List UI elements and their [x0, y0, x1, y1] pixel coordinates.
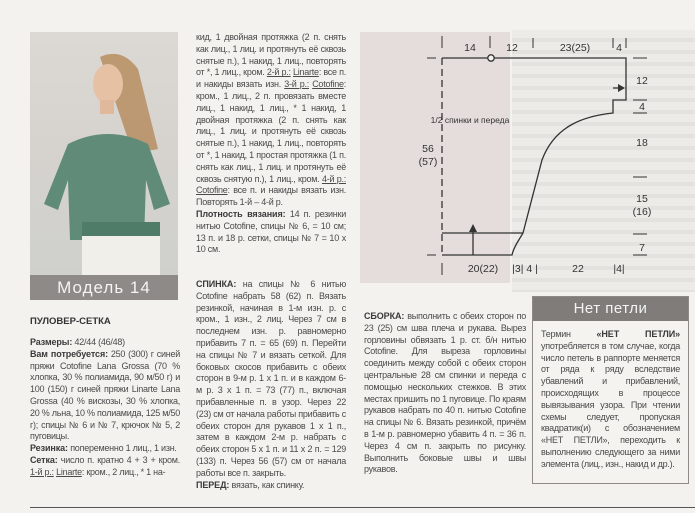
row4-yarn: Cotofine: [196, 185, 228, 196]
front-label: ПЕРЕД:: [196, 479, 230, 490]
gauge-label: Плотность вязания:: [196, 208, 286, 219]
back-text: на спицы № 6 нитью Cotofine набрать 58 (…: [196, 279, 346, 478]
materials-text: 250 (300) г синей пряжи Cotofine Lana Gr…: [30, 348, 181, 442]
materials-paragraph: Вам потребуется: 250 (300) г синей пряжи…: [30, 349, 180, 443]
rib-label: Резинка:: [30, 443, 68, 454]
front-text: вязать, как спинку.: [229, 479, 305, 490]
front-paragraph: ПЕРЕД: вязать, как спинку.: [196, 480, 346, 492]
dim-left-1: 56: [422, 143, 434, 155]
assembly-text: выполнить с обеих сторон по 23 (25) см ш…: [364, 311, 526, 475]
back-paragraph: СПИНКА: на спицы № 6 нитью Cotofine набр…: [196, 279, 346, 480]
dim-bottom-4: |4|: [613, 263, 624, 275]
dim-bottom-2: |3| 4 |: [512, 263, 538, 275]
show-through-background: [512, 30, 695, 292]
sidebar-title: Нет петли: [533, 297, 688, 321]
diagram-caption: 1/2 спинки и переда: [431, 115, 510, 125]
row3-label: 3-й р.:: [284, 79, 309, 90]
dim-right-4: 15: [636, 193, 648, 205]
arrow-head-up-icon: [469, 224, 477, 232]
sidebar-text-start: Термин: [541, 329, 597, 339]
row1-continued: кид, 1 двойная протяжка (2 п. снять как …: [196, 32, 346, 78]
sidebar-text-rest: употребляется в том случае, когда число …: [541, 340, 680, 469]
dim-left-2: (57): [419, 156, 438, 168]
background-photo: [360, 32, 510, 283]
mesh-text: число п. кратно 4 + 3 + кром.: [57, 454, 180, 465]
row3-yarn: Cotofine: [312, 79, 344, 90]
sizes-label: Размеры:: [30, 337, 73, 347]
column-2-bottom: СПИНКА: на спицы № 6 нитью Cotofine набр…: [196, 279, 346, 491]
dimension-ticks: [427, 36, 647, 275]
dim-right-1: 12: [636, 75, 648, 87]
pattern-outline: [442, 57, 627, 256]
assembly-label: СБОРКА:: [364, 311, 405, 321]
row1-yarn: Linarte: [56, 466, 82, 477]
model-banner: Модель 14: [30, 275, 178, 300]
gauge-text: 14 п. резинки нитью Cotofine, спицы № 6,…: [196, 208, 346, 255]
sizes-paragraph: Размеры: 42/44 (46/48): [30, 337, 180, 349]
dim-right-5: (16): [633, 206, 652, 218]
row1-text: : кром., 2 лиц., * 1 на-: [81, 466, 166, 477]
mesh-rows-paragraph: кид, 1 двойная протяжка (2 п. снять как …: [196, 32, 346, 209]
dim-right-6: 7: [639, 242, 645, 254]
back-label: СПИНКА:: [196, 279, 237, 289]
model-photo-illustration: [44, 53, 170, 275]
row4-text: : все п. и накиды вязать изн. Повторять …: [196, 185, 346, 208]
materials-label: Вам потребуется:: [30, 348, 108, 359]
row4-label: 4-й р.:: [321, 173, 346, 184]
model-photo: [30, 32, 178, 275]
dim-bottom-3: 22: [572, 263, 584, 275]
column-1: Размеры: 42/44 (46/48) Вам потребуется: …: [30, 337, 180, 479]
bottom-rule: [30, 507, 695, 508]
rib-paragraph: Резинка: попеременно 1 лиц., 1 изн.: [30, 443, 180, 455]
sidebar-term: «НЕТ ПЕТЛИ»: [596, 329, 681, 339]
gauge-paragraph: Плотность вязания: 14 п. резинки нитью C…: [196, 209, 346, 256]
row3-text: : кром., 1 лиц., 2 п. провязать вместе л…: [196, 79, 346, 184]
row2-label: 2-й р.:: [266, 67, 291, 78]
dim-right-3: 18: [636, 137, 648, 149]
no-stitch-sidebar: Нет петли Термин «НЕТ ПЕТЛИ» употребляет…: [532, 296, 689, 484]
sizes-text: 42/44 (46/48): [72, 337, 126, 347]
column-3: СБОРКА: выполнить с обеих сторон по 23 (…: [364, 311, 526, 476]
mesh-label: Сетка:: [30, 454, 58, 465]
row2-yarn: Linarte: [293, 67, 319, 78]
dim-top-3: 23(25): [560, 42, 590, 54]
arrow-head-right-icon: [618, 84, 625, 92]
row1-label: 1-й р.:: [30, 466, 54, 477]
mesh-paragraph: Сетка: число п. кратно 4 + 3 + кром. 1-й…: [30, 455, 180, 479]
button-marker: [487, 54, 495, 62]
pattern-title: ПУЛОВЕР-СЕТКА: [30, 316, 111, 327]
dim-top-1: 14: [464, 42, 476, 54]
column-2-top: кид, 1 двойная протяжка (2 п. снять как …: [196, 32, 346, 256]
dim-top-4: 4: [616, 42, 622, 54]
dim-top-2: 12: [506, 42, 518, 54]
row2-text: : все п. и накиды вязать изн.: [196, 67, 347, 90]
dim-bottom-1: 20(22): [468, 263, 498, 275]
assembly-paragraph: СБОРКА: выполнить с обеих сторон по 23 (…: [364, 311, 526, 476]
dim-right-2: 4: [639, 101, 645, 113]
sidebar-text: Термин «НЕТ ПЕТЛИ» употребляется в том с…: [533, 321, 688, 471]
rib-text: попеременно 1 лиц., 1 изн.: [67, 443, 177, 454]
